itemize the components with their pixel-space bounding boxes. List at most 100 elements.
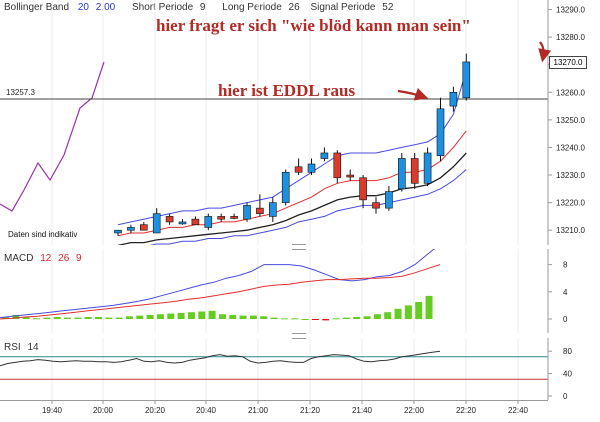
macd-histogram-bar — [342, 317, 350, 319]
macd-histogram-bar — [115, 317, 123, 319]
candle — [436, 97, 445, 162]
candle — [410, 152, 419, 189]
candle — [204, 213, 213, 231]
bollinger-upper — [117, 70, 467, 226]
splitter-grip-icon[interactable] — [292, 333, 306, 339]
candle — [243, 202, 251, 222]
macd-histogram-bar — [43, 317, 51, 319]
macd-tick-label: 4 — [563, 288, 568, 297]
candle — [114, 229, 122, 236]
rsi-label: RSI — [4, 342, 21, 353]
annotation-top: hier fragt er sich "wie blöd kann man se… — [156, 16, 471, 35]
macd-histogram-bar — [311, 319, 319, 320]
price-chart[interactable]: 13290.0 13280.0 13270.0 13260.0 13250.0 13240… — [0, 0, 600, 245]
candle — [359, 175, 367, 209]
macd-histogram-bar — [2, 316, 9, 319]
bb-deviation: 2.00 — [95, 2, 116, 13]
macd-histogram-bar — [187, 312, 195, 319]
macd-histogram-bar — [291, 318, 299, 320]
macd-histogram-bar — [415, 302, 423, 319]
long-average — [117, 152, 467, 245]
arrow-middle — [397, 87, 429, 101]
macd-histogram-bar — [177, 312, 185, 319]
long-periode-value: 26 — [288, 2, 300, 13]
candle — [346, 169, 355, 181]
macd-histogram-bar — [384, 312, 392, 319]
price-tick-label: 13260.0 — [556, 88, 585, 97]
macd-histogram-bar — [74, 317, 82, 319]
candle — [230, 213, 238, 220]
candle — [320, 147, 329, 162]
time-tick-label: 20:40 — [196, 406, 217, 415]
time-tick-label: 20:20 — [145, 406, 166, 415]
macd-header: MACD 12 26 9 — [4, 253, 82, 264]
signal-periode-value: 52 — [382, 2, 394, 13]
macd-p3: 9 — [76, 253, 82, 264]
panel-splitter-2[interactable] — [0, 332, 548, 339]
macd-histogram-bar — [301, 319, 309, 320]
macd-histogram-bar — [373, 314, 381, 319]
current-price-value: 13270.0 — [553, 58, 583, 67]
time-tick-label: 21:20 — [300, 406, 321, 415]
macd-label: MACD — [4, 253, 34, 264]
candle — [462, 53, 471, 101]
macd-p1: 12 — [40, 253, 52, 264]
time-tick-label: 20:00 — [93, 406, 114, 415]
macd-histogram-bar — [404, 305, 412, 319]
time-axis: 19:40 20:00 20:20 20:40 21:00 21:20 21:40 22:00… — [0, 400, 548, 415]
bollinger-lower — [149, 169, 467, 245]
indicator-name: Bollinger Band — [4, 2, 70, 13]
candle — [423, 147, 432, 187]
candle — [178, 219, 187, 225]
macd-histogram-bar — [84, 316, 92, 319]
macd-histogram-bar — [425, 295, 433, 319]
macd-histogram-bar — [229, 314, 237, 319]
candle — [397, 152, 406, 192]
candle — [333, 150, 342, 184]
time-tick-label: 19:40 — [42, 406, 63, 415]
annotation-middle: hier ist EDDL raus — [218, 81, 356, 100]
candle — [281, 169, 290, 206]
macd-histogram-bar — [53, 316, 61, 319]
macd-histogram-bar — [198, 311, 206, 319]
candle — [140, 221, 148, 231]
macd-histogram-bar — [239, 315, 247, 319]
macd-histogram-bar — [260, 316, 268, 319]
price-tick-label: 13250.0 — [556, 116, 585, 125]
short-periode-value: 9 — [199, 2, 206, 13]
macd-histogram-bar — [63, 317, 71, 319]
macd-histogram-bar — [32, 318, 40, 320]
macd-histogram-bar — [218, 314, 226, 319]
rsi-tick-label: 0 — [563, 392, 568, 400]
price-tick-label: 13240.0 — [556, 143, 585, 152]
price-tick-label: 13220.0 — [556, 199, 585, 208]
macd-chart[interactable]: 8 4 0 — [0, 249, 600, 333]
time-tick-label: 22:00 — [404, 406, 425, 415]
macd-histogram-bar — [156, 314, 164, 319]
macd-histogram-bar — [136, 315, 144, 319]
time-tick-label: 22:40 — [508, 406, 529, 415]
short-periode-label: Short Periode — [131, 2, 194, 13]
price-tick-label: 13230.0 — [556, 171, 585, 180]
macd-histogram-bar — [208, 310, 216, 319]
macd-histogram-bar — [125, 316, 133, 319]
macd-histogram-bar — [270, 317, 278, 319]
price-tick-label: 13280.0 — [556, 33, 585, 42]
macd-histogram-bar — [22, 316, 30, 319]
splitter-grip-icon[interactable] — [292, 244, 306, 250]
panel-splitter-1[interactable] — [0, 243, 548, 250]
macd-histogram-bar — [105, 317, 113, 319]
moving-average — [117, 130, 467, 237]
macd-line — [0, 249, 435, 319]
rsi-period: 14 — [27, 342, 39, 353]
time-tick-label: 22:20 — [456, 406, 477, 415]
macd-histogram-bar — [249, 315, 257, 319]
rsi-header: RSI 14 — [4, 342, 39, 353]
candle — [385, 186, 393, 211]
candle — [307, 158, 316, 176]
macd-histogram-bar — [12, 314, 20, 319]
candle — [217, 213, 225, 222]
rsi-chart[interactable]: 80 40 0 — [0, 338, 600, 400]
candle — [127, 224, 135, 233]
price-tick-label: 13290.0 — [556, 6, 585, 15]
